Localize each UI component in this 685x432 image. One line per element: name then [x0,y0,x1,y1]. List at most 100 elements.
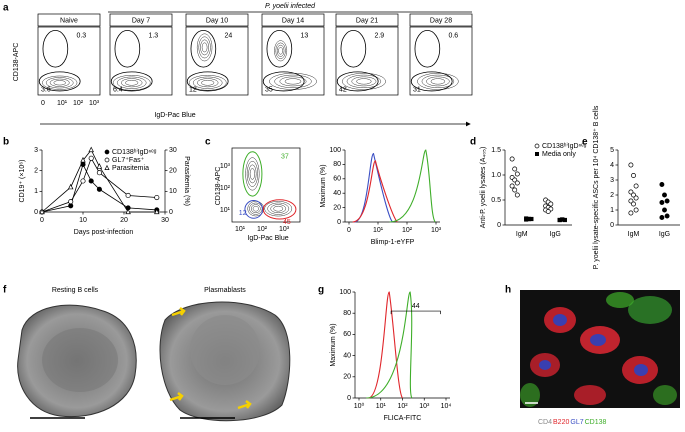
x-tick-label: 0 [40,217,44,224]
marker [39,208,45,215]
panel-label: e [582,137,588,148]
plot-title-box [335,13,399,27]
marker [80,178,86,184]
y-tick-label: 2 [610,192,614,199]
contour [116,76,147,89]
marker [509,156,515,162]
contour [426,76,450,87]
a-x-label: IgD-Pac Blue [154,112,195,119]
x-tick-label: 10³ [89,100,100,107]
marker [545,209,551,214]
contour [341,72,386,90]
legend-text: B220 [553,419,569,426]
contour [245,157,260,191]
gate [336,71,379,92]
y-tick-label: 20 [333,204,341,211]
x-tick-label: 10² [402,227,413,234]
c-y-label: CD138-APC [215,167,222,206]
y-tick-label: 10¹ [220,207,231,214]
marker [631,192,636,198]
histogram-curve [352,160,398,223]
micrograph-content [520,292,677,407]
x-tick-label: 10¹ [235,226,246,233]
y-axis-label: CD19⁺ (×10⁶) [19,160,26,203]
contour [196,33,213,62]
marker [154,208,160,215]
em-nucleus [42,328,118,392]
x-axis-label: Days post-infection [74,229,134,236]
marker [125,192,131,199]
x-tick-label: IgM [516,231,528,238]
contour [267,202,290,215]
marker [104,164,110,170]
plot-title: Naive [60,17,78,24]
x-tick-label: IgM [628,231,640,238]
marker [631,173,636,178]
x-tick-label: 10³ [419,403,430,410]
gate-value: 35 [265,86,273,93]
y-tick-label: 100 [329,147,341,154]
gate-value: 42 [339,86,347,93]
marker [512,166,518,172]
legend-text: GL7⁺Fas⁺ [112,157,145,164]
em-arrow [171,307,186,317]
y-tick-label: 1.0 [491,172,501,179]
gate-value: 12 [189,86,197,93]
plot-title: Day 28 [430,17,452,24]
legend-text: Parasitemia [112,165,149,172]
contour [198,36,211,59]
marker [96,186,102,192]
y-tick-label: 0 [347,395,351,402]
legend-text: CD138ʰⁱIgDⁿᵉᵍ [542,142,587,150]
gate-value: 13 [300,33,308,40]
x-axis-label: Blimp-1-eYFP [371,239,415,246]
gate [110,71,153,92]
contour [274,74,312,89]
contour [273,205,284,212]
marker [631,201,636,207]
panel-label: f [3,285,7,296]
gate-value: 2.9 [374,33,384,40]
contour [421,74,455,89]
panel-label: d [470,137,476,148]
contour [197,78,219,88]
x-tick-label: 10² [397,403,408,410]
x-tick-label: 10⁰ [354,402,365,410]
y-tick-label: 30 [169,147,177,154]
marker [659,200,665,205]
contour [430,78,446,85]
contour [278,47,283,55]
contour [121,78,143,88]
y-tick-label: 0 [169,209,173,216]
y-tick-label: 1 [34,188,38,195]
em-nucleus [190,315,260,385]
y-tick-label: 20 [169,168,177,175]
legend-text: CD4 [538,419,552,426]
marker [560,217,565,222]
x-tick-label: IgG [550,231,561,238]
marker [512,187,518,193]
y-tick-label: 0.5 [491,197,501,204]
x-tick-label: 10 [79,217,87,224]
gate-value: 0.6 [448,33,458,40]
x-tick-label: 10³ [279,226,290,233]
x-tick-label: 10⁴ [441,403,452,410]
marker [88,146,94,153]
y-tick-label: 0 [610,222,614,229]
flow-plot [409,26,473,96]
y-tick-label: 10² [220,185,231,192]
f-left-title: Resting B cells [52,287,99,294]
marker [529,216,534,222]
contour [247,201,265,217]
y-tick-label: 0 [497,222,501,229]
gate-bracket [390,310,441,315]
contour [264,201,293,217]
gate [244,200,264,219]
y-axis-label: Maximum (%) [330,323,337,366]
contour [279,76,307,87]
marker [512,177,518,183]
contour [49,78,70,87]
gate-value: 3.6 [41,86,51,93]
marker [659,182,665,187]
y-axis-label: Maximum (%) [320,164,327,207]
